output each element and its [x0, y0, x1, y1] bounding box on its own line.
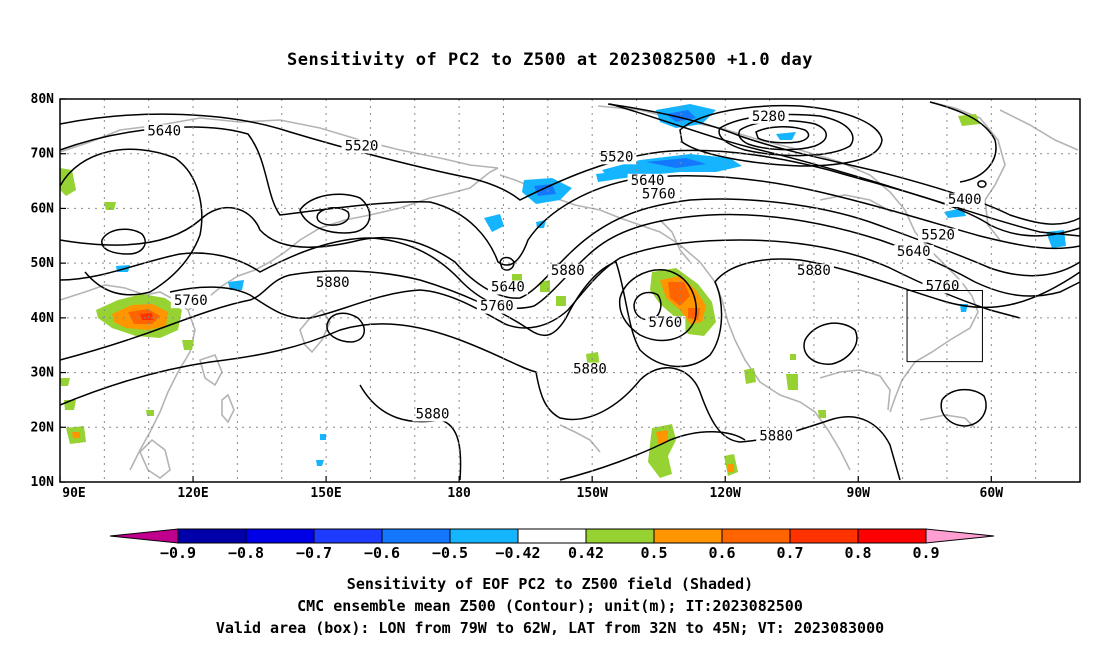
- contour-label-background: [793, 264, 834, 279]
- contour-label-background: [922, 279, 963, 294]
- lon-tick-label: 90E: [62, 486, 85, 501]
- contour-label-background: [756, 429, 797, 444]
- contour-label-background: [341, 139, 382, 154]
- contour-label: 5520: [345, 138, 379, 154]
- caption-valid-area: Valid area (box): LON from 79W to 62W, L…: [215, 619, 885, 637]
- lon-tick-label: 60W: [980, 486, 1004, 501]
- contour-label-background: [487, 280, 528, 295]
- colorbar-swatch: [721, 528, 791, 544]
- lon-tick-label: 120W: [710, 486, 741, 501]
- lat-tick-label: 20N: [31, 420, 55, 435]
- contour-label-background: [144, 124, 185, 139]
- lat-tick-label: 50N: [31, 256, 55, 271]
- lat-lon-grid: [60, 99, 1080, 482]
- contour-label: 5760: [926, 278, 960, 294]
- contour-label: 5880: [573, 362, 607, 378]
- caption-shading: Sensitivity of EOF PC2 to Z500 field (Sh…: [346, 575, 754, 593]
- lon-tick-label: 90W: [847, 486, 871, 501]
- contour-label-background: [944, 192, 985, 207]
- contour-label-background: [893, 244, 934, 259]
- valid-area-box: [906, 290, 983, 363]
- contour-label: 5880: [797, 263, 831, 279]
- colorbar-label: 0.9: [912, 544, 939, 562]
- lat-tick-label: 60N: [31, 201, 55, 216]
- lat-tick-label: 40N: [31, 311, 55, 326]
- latitude-axis: 80N 70N 60N 50N 40N 30N 20N 10N: [31, 92, 66, 490]
- lon-tick-label: 150W: [577, 486, 608, 501]
- contour-label: 5760: [480, 299, 514, 315]
- contour-label-background: [748, 109, 789, 124]
- colorbar-over-triangle: [925, 528, 995, 544]
- contour-label-background: [627, 173, 668, 188]
- contour-label: 5880: [416, 406, 450, 422]
- contour-label: 5520: [921, 228, 955, 244]
- contour-label: 5880: [551, 263, 585, 279]
- contour-label: 5640: [491, 280, 525, 296]
- colorbar-under-triangle: [109, 528, 179, 544]
- map-title: Sensitivity of PC2 to Z500 at 2023082500…: [286, 50, 813, 70]
- contour-label: 5400: [948, 192, 982, 208]
- colorbar-swatch: [653, 528, 723, 544]
- contour-label: 5640: [897, 244, 931, 260]
- longitude-axis: 90E 120E 150E 180 150W 120W 90W 60W: [59, 476, 1004, 501]
- contour-label: 5880: [759, 428, 793, 444]
- lon-tick-label: 150E: [310, 486, 341, 501]
- colorbar-swatch: [857, 528, 927, 544]
- contour-label-background: [412, 407, 453, 422]
- contour-label: 5520: [600, 149, 634, 165]
- colorbar-swatch: [245, 528, 315, 544]
- contour-label-background: [638, 187, 679, 202]
- lon-tick-label: 180: [447, 486, 471, 501]
- positive-sensitivity-shading: [60, 114, 980, 478]
- contour-label: 5880: [316, 275, 350, 291]
- contour-label-background: [918, 228, 959, 243]
- caption-contour: CMC ensemble mean Z500 (Contour); unit(m…: [297, 597, 803, 615]
- colorbar-label: 0.6: [708, 544, 735, 562]
- colorbar-swatch: [313, 528, 383, 544]
- lat-tick-label: 10N: [31, 475, 55, 490]
- colorbar: −0.9 −0.8 −0.7 −0.6 −0.5 −0.42 0.42 0.5 0.6 0.7 0.…: [109, 528, 995, 562]
- colorbar-label: −0.5: [432, 544, 468, 562]
- contour-label: 5280: [752, 109, 786, 125]
- contour-label-background: [312, 276, 353, 291]
- contour-label-background: [476, 299, 517, 314]
- colorbar-swatch: [585, 528, 655, 544]
- colorbar-swatch: [177, 528, 247, 544]
- colorbar-label: −0.7: [296, 544, 332, 562]
- contour-label: 5640: [631, 173, 665, 189]
- colorbar-label: 0.42: [568, 544, 604, 562]
- colorbar-label: 0.7: [776, 544, 803, 562]
- lat-tick-label: 70N: [31, 147, 55, 162]
- contour-label: 5640: [147, 124, 181, 140]
- lat-tick-label: 30N: [31, 366, 55, 381]
- colorbar-swatch: [381, 528, 451, 544]
- map-frame: [59, 98, 1081, 483]
- colorbar-label: −0.42: [495, 544, 540, 562]
- colorbar-label: 0.8: [844, 544, 871, 562]
- colorbar-label: −0.6: [364, 544, 400, 562]
- caption-block: Sensitivity of EOF PC2 to Z500 field (Sh…: [0, 573, 1100, 639]
- colorbar-swatch: [789, 528, 859, 544]
- contour-label: 5760: [174, 293, 208, 309]
- contour-label-background: [645, 316, 686, 331]
- colorbar-label: 0.5: [640, 544, 667, 562]
- colorbar-label: −0.8: [228, 544, 264, 562]
- contour-label: 5760: [648, 315, 682, 331]
- contour-label-background: [170, 294, 211, 309]
- contour-label: 5760: [642, 186, 676, 202]
- lon-tick-label: 120E: [177, 486, 208, 501]
- colorbar-label: −0.9: [160, 544, 196, 562]
- contour-label-background: [547, 264, 588, 279]
- colorbar-swatch: [449, 528, 519, 544]
- colorbar-swatch: [517, 528, 587, 544]
- lat-tick-label: 80N: [31, 92, 55, 107]
